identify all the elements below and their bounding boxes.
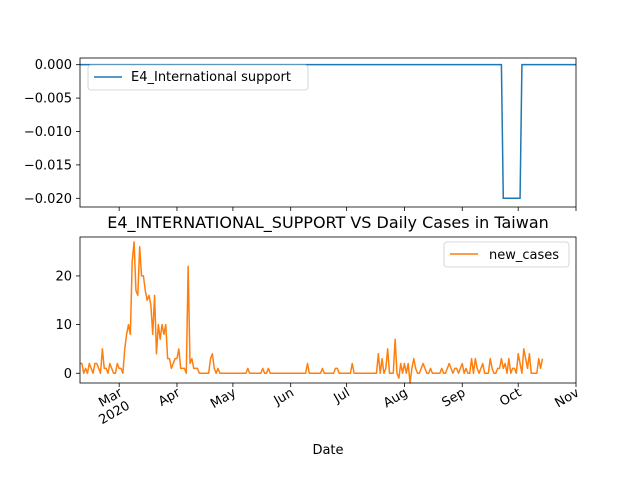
top-y-tick-label: −0.010 — [24, 125, 72, 140]
bottom-series-line — [80, 241, 544, 384]
bottom-panel: E4_INTERNATIONAL_SUPPORT VS Daily Cases … — [55, 213, 582, 458]
bottom-chart-title: E4_INTERNATIONAL_SUPPORT VS Daily Cases … — [107, 213, 549, 233]
top-y-axis: 0.000 −0.005 −0.010 −0.015 −0.020 — [24, 58, 80, 207]
bottom-y-tick-label: 0 — [64, 367, 72, 382]
top-legend-label: E4_International support — [131, 70, 291, 85]
top-legend-box — [87, 64, 309, 91]
bottom-series-layer — [80, 241, 544, 384]
bottom-legend-label: new_cases — [489, 248, 559, 263]
top-y-tick-label: 0.000 — [35, 58, 72, 73]
bottom-y-tick-label: 10 — [55, 318, 72, 333]
bottom-x-tick-label: Jul — [331, 385, 353, 406]
top-x-axis — [118, 207, 577, 211]
bottom-legend-box — [443, 241, 570, 268]
top-series-layer — [80, 63, 576, 200]
top-axes-frame — [79, 57, 577, 208]
bottom-y-axis: 0 10 20 — [55, 269, 80, 382]
bottom-x-tick-text: Jul — [331, 385, 353, 406]
top-y-tick-label: −0.005 — [24, 92, 72, 107]
top-y-tick-label: −0.020 — [24, 192, 72, 207]
top-legend: E4_International support — [87, 64, 309, 91]
bottom-legend: new_cases — [443, 241, 570, 268]
top-y-tick-label: −0.015 — [24, 158, 72, 173]
top-panel: 0.000 −0.005 −0.010 −0.015 −0.020 E4_Interna… — [24, 57, 577, 211]
top-series-line — [80, 63, 576, 200]
bottom-y-tick-label: 20 — [55, 269, 72, 284]
bottom-axes-frame — [79, 236, 577, 384]
x-axis-label: Date — [312, 443, 343, 458]
